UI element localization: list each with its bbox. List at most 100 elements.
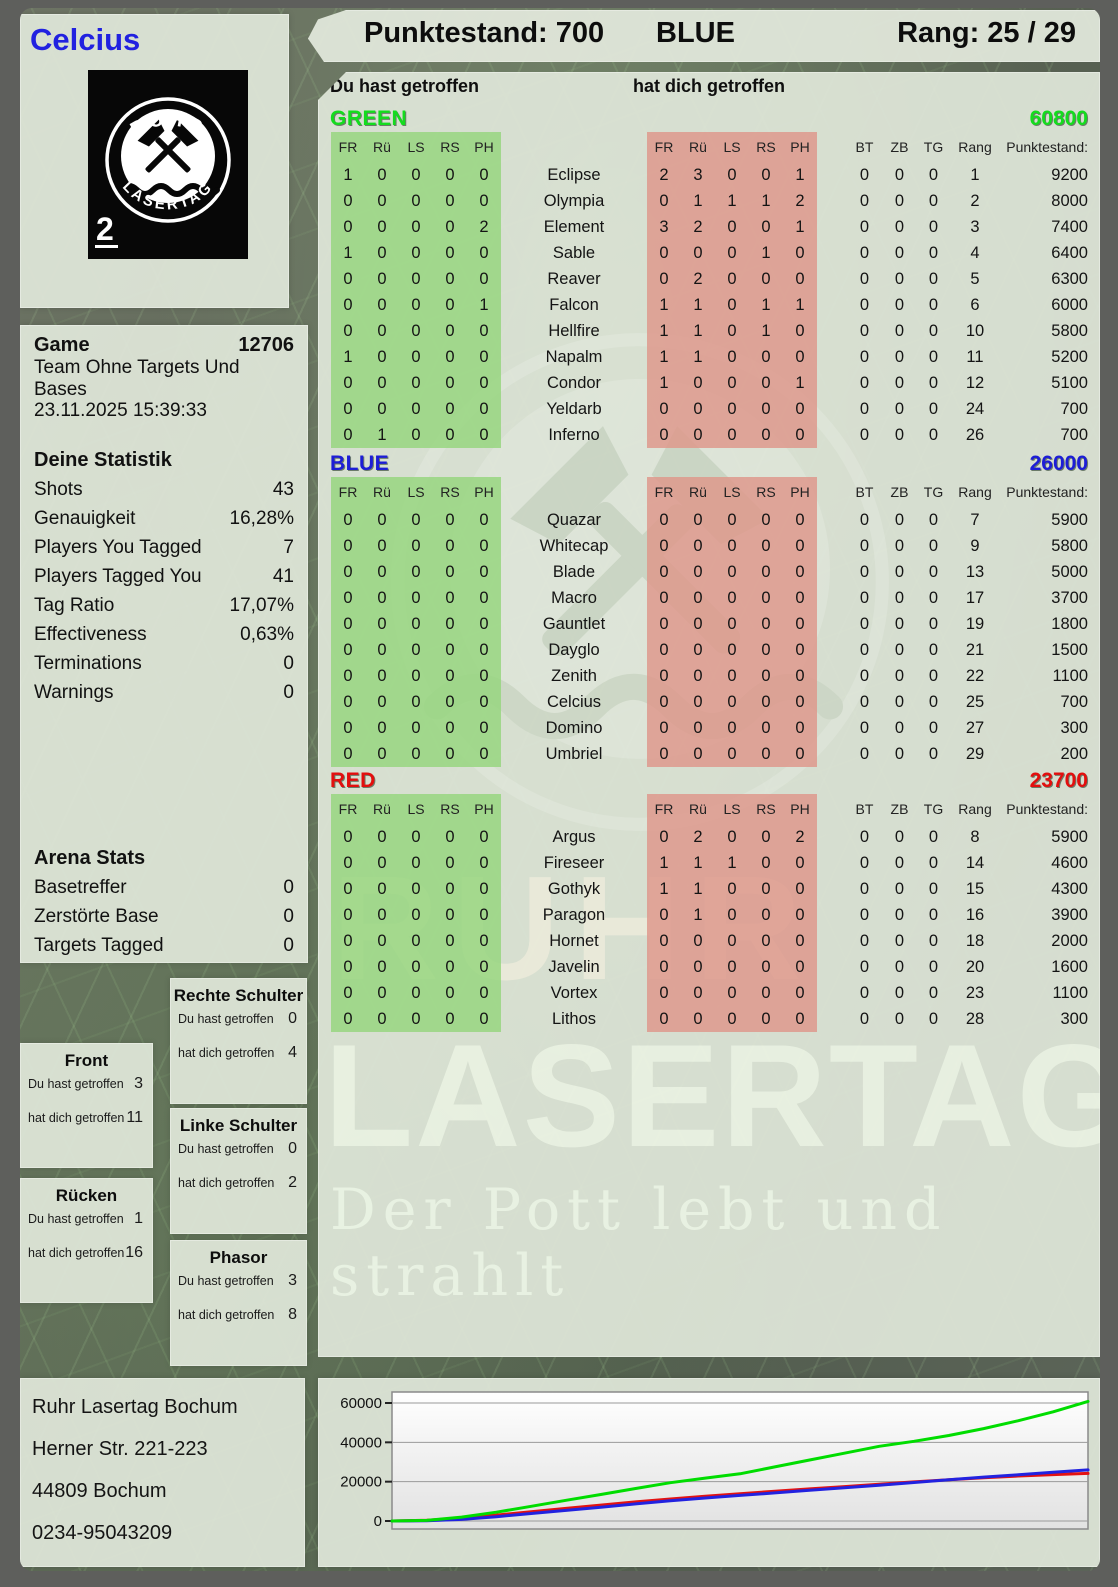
player-name-cell: Quazar: [546, 510, 602, 529]
you-hit-cell: 0: [479, 666, 489, 685]
them-hit-cell: 1: [693, 347, 703, 366]
bt-cell: 0: [859, 853, 870, 872]
team-section-BLUE: BLUE 26000 FR Rü LS RS PH FR Rü LS RS PH BT ZB TG Rang P…: [318, 451, 1100, 767]
stat-row: Terminations 0: [34, 649, 294, 678]
them-hit-cell: 0: [693, 510, 703, 529]
player-name-cell: Eclipse: [547, 165, 601, 184]
you-hit-cell: 0: [411, 347, 421, 366]
axis-tick-label: 40000: [340, 1434, 382, 1451]
you-hit-cell: 0: [479, 536, 489, 555]
zb-cell: 0: [894, 640, 905, 659]
them-hit-cell: 0: [727, 588, 737, 607]
you-hit-cell: 0: [377, 536, 387, 555]
you-hit-cell: 0: [479, 614, 489, 633]
you-hit-cell: 0: [445, 536, 455, 555]
player-name-cell: Javelin: [548, 957, 600, 976]
hitbox-title: Phasor: [209, 1248, 268, 1267]
them-hit-cell: 0: [795, 588, 805, 607]
col-header: Rü: [373, 484, 391, 500]
player-name-cell: Blade: [552, 562, 596, 581]
stat-value: 0: [283, 905, 294, 927]
them-hit-cell: 0: [659, 614, 669, 633]
them-hit-cell: 3: [659, 217, 669, 236]
them-hit-cell: 0: [727, 165, 737, 184]
player-name-cell: Reaver: [547, 269, 601, 288]
them-hit-cell: 0: [795, 640, 805, 659]
them-hit-cell: 0: [659, 905, 669, 924]
player-name-cell: Macro: [551, 588, 597, 607]
them-hit-cell: 0: [727, 347, 737, 366]
stats-panel: Game 12706 Team Ohne Targets Und Bases 2…: [20, 325, 308, 963]
them-hit-cell: 0: [659, 588, 669, 607]
you-hit-cell: 0: [445, 640, 455, 659]
them-hit-cell: 0: [795, 931, 805, 950]
col-header: RS: [756, 484, 776, 500]
stat-label: Players Tagged You: [34, 565, 202, 587]
col-header: Rang: [958, 139, 992, 155]
bt-cell: 0: [859, 269, 870, 288]
them-hit-cell: 0: [659, 562, 669, 581]
col-header: FR: [338, 139, 358, 155]
you-hit-cell: 0: [445, 425, 455, 444]
tg-cell: 0: [928, 983, 939, 1002]
column-header-row: FR Rü LS RS PH FR Rü LS RS PH BT ZB TG Rang Punktestan…: [318, 132, 1100, 162]
them-hit-cell: 0: [761, 879, 771, 898]
bt-cell: 0: [859, 510, 870, 529]
col-header: PH: [474, 484, 494, 500]
zb-cell: 0: [894, 217, 905, 236]
you-hit-cell: 0: [445, 614, 455, 633]
zb-cell: 0: [894, 269, 905, 288]
team-section-GREEN: GREEN 60800 FR Rü LS RS PH FR Rü LS RS PH BT ZB TG Rang…: [318, 106, 1100, 448]
stat-value: 16,28%: [229, 507, 294, 529]
you-hit-cell: 0: [411, 536, 421, 555]
rank-cell: 11: [966, 347, 984, 366]
bt-cell: 0: [859, 399, 870, 418]
you-hit-cell: 0: [411, 510, 421, 529]
stat-row: Tag Ratio 17,07%: [34, 591, 294, 620]
you-hit-cell: 0: [479, 243, 489, 262]
bt-cell: 0: [859, 425, 870, 444]
them-hit-cell: 0: [659, 243, 669, 262]
score-chart: 0 20000 40000 60000: [340, 1391, 1090, 1530]
score-cell: 1100: [1052, 666, 1088, 685]
stat-label: Tag Ratio: [34, 594, 115, 616]
them-hit-cell: 0: [761, 373, 771, 392]
col-header: BT: [855, 801, 874, 817]
player-row: 0 0 0 0 0 Condor 1 0 0 0 1 0 0 0 12 5100: [318, 370, 1100, 396]
them-hit-cell: 1: [795, 217, 805, 236]
tg-cell: 0: [928, 905, 939, 924]
tg-cell: 0: [928, 295, 939, 314]
player-row: 0 0 0 0 0 Umbriel 0 0 0 0 0 0 0 0 29 200: [318, 741, 1100, 767]
you-hit-cell: 0: [377, 957, 387, 976]
you-hit-cell: 1: [479, 295, 489, 314]
you-hit-cell: 0: [479, 165, 489, 184]
you-hit-cell: 0: [411, 640, 421, 659]
you-hit-cell: 0: [343, 536, 353, 555]
them-hit-cell: 0: [693, 614, 703, 633]
them-hits-block: [647, 794, 817, 1032]
hitbox-them-row: hat dich getroffen 16: [28, 1244, 143, 1262]
them-hit-cell: 1: [693, 295, 703, 314]
stat-value: 0: [283, 681, 294, 703]
you-hit-cell: 0: [377, 295, 387, 314]
player-name-cell: Fireseer: [543, 853, 605, 872]
score-table-panel: RUHR LASERTAG Der Pott lebt und strahlt …: [318, 72, 1100, 1357]
player-panel: Celcius: [20, 14, 289, 308]
logo-badge: 2: [96, 211, 114, 247]
tg-cell: 0: [928, 373, 939, 392]
zb-cell: 0: [894, 983, 905, 1002]
col-header: Rü: [373, 801, 391, 817]
player-name-cell: Paragon: [542, 905, 606, 924]
tg-cell: 0: [928, 243, 939, 262]
bt-cell: 0: [859, 983, 870, 1002]
them-hit-cell: 1: [659, 347, 669, 366]
them-hit-cell: 0: [795, 562, 805, 581]
them-hit-cell: 0: [693, 957, 703, 976]
player-row: 0 0 0 0 0 Paragon 0 1 0 0 0 0 0 0 16 3900: [318, 902, 1100, 928]
stat-label: Zerstörte Base: [34, 905, 159, 927]
hitbox-them-label: hat dich getroffen: [28, 1111, 125, 1125]
bt-cell: 0: [859, 1009, 870, 1028]
rank-cell: 1: [970, 165, 980, 184]
hitbox-them-value: 11: [126, 1109, 143, 1126]
them-hit-cell: 0: [761, 640, 771, 659]
